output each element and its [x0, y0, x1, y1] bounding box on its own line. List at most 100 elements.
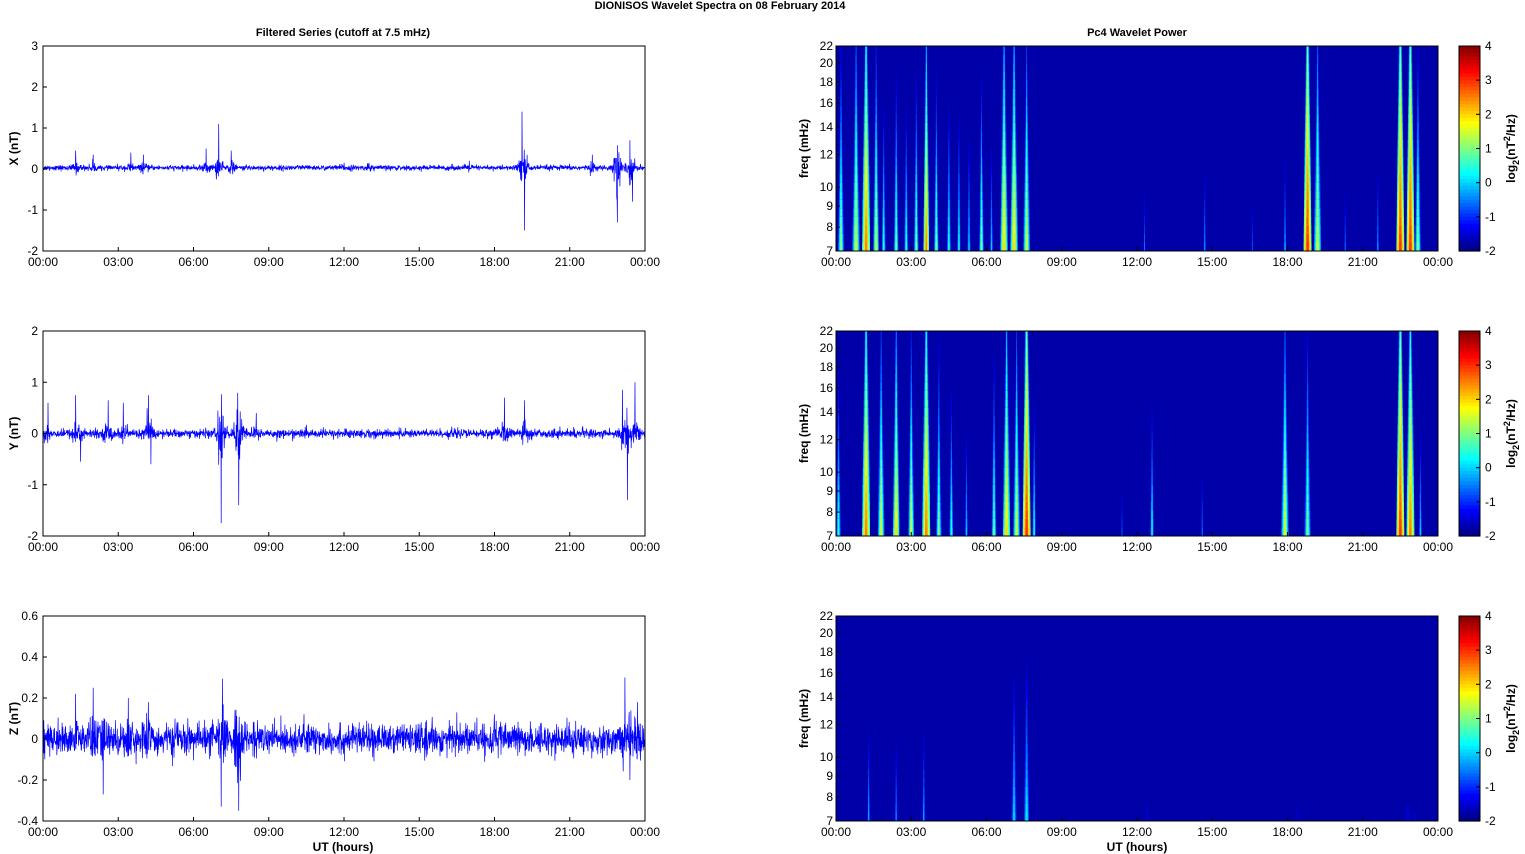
- heatmap-panel-1-cell: [1003, 54, 1005, 64]
- heatmap-panel-2-cell: [1016, 382, 1018, 392]
- heatmap-panel-1-cell: [1013, 191, 1016, 201]
- heatmap-panel-2-cell: [938, 484, 940, 494]
- heatmap-panel-3-cell: [1013, 769, 1016, 779]
- heatmap-panel-1-cell: [1399, 165, 1402, 175]
- heatmap-panel-1-cell: [1003, 140, 1005, 149]
- heatmap-panel-1-cell: [905, 131, 907, 141]
- heatmap-panel-1-cell: [925, 63, 927, 73]
- heatmap-panel-2-cell: [895, 459, 898, 469]
- heatmap-panel-2-cell: [1399, 493, 1402, 503]
- heatmap-panel-2-cell: [865, 373, 867, 383]
- heatmap-panel-3-cell: [1406, 812, 1410, 822]
- heatmap-panel-2-colorbar-cell: [1459, 529, 1480, 534]
- heatmap-panel-1-cell: [895, 216, 897, 226]
- heatmap-panel-3-colorbar-cell: [1459, 677, 1480, 682]
- heatmap-panel-1-cell: [1344, 208, 1346, 218]
- heatmap-panel-1-cell: [1013, 148, 1015, 158]
- heatmap-panel-1-cell: [1399, 80, 1402, 90]
- heatmap-panel-1-cell: [1144, 242, 1145, 252]
- heatmap-panel-1-cell: [1307, 54, 1309, 64]
- heatmap-panel-2-cell: [880, 527, 883, 537]
- heatmap-panel-2-cell: [1399, 390, 1402, 400]
- heatmap-panel-1-cell: [865, 148, 867, 158]
- heatmap-panel-2-cell: [1399, 425, 1402, 434]
- heatmap-panel-2-cell: [925, 493, 928, 503]
- line-panel-1-ytick-label: 3: [31, 39, 38, 53]
- heatmap-panel-1-cell: [1013, 105, 1015, 115]
- heatmap-panel-2-cell: [1121, 527, 1123, 537]
- heatmap-panel-1-cell: [1251, 242, 1253, 252]
- heatmap-panel-2-colorbar-cell: [1459, 409, 1480, 414]
- heatmap-panel-2-colorbar-cell: [1459, 389, 1480, 394]
- heatmap-panel-1-cell: [855, 97, 857, 107]
- heatmap-panel-2-cell: [910, 442, 912, 451]
- heatmap-panel-2-colorbar-cell: [1459, 368, 1480, 373]
- heatmap-panel-2-cell: [925, 399, 928, 409]
- heatmap-panel-1-cell: [1416, 233, 1419, 243]
- heatmap-panel-2-cell: [965, 459, 967, 469]
- heatmap-panel-2-cell: [925, 459, 928, 469]
- heatmap-panel-2-cell: [950, 484, 953, 494]
- heatmap-panel-2-cell: [965, 501, 967, 511]
- heatmap-panel-2-cell: [950, 425, 952, 434]
- heatmap-panel-1-cell: [1012, 242, 1016, 252]
- heatmap-panel-1-cell: [1025, 242, 1028, 252]
- heatmap-panel-1-cell: [895, 88, 897, 98]
- heatmap-panel-2-colorbar-tick-label: 4: [1485, 324, 1492, 338]
- heatmap-panel-2-cell: [1306, 442, 1309, 451]
- line-panel-1-trace: [42, 111, 646, 231]
- heatmap-panel-3-colorbar-cell: [1459, 735, 1480, 740]
- heatmap-panel-1-cell: [1026, 105, 1028, 115]
- heatmap-panel-2-cell: [880, 373, 882, 383]
- heatmap-panel-1-cell: [1399, 54, 1401, 64]
- heatmap-panel-2-cell: [910, 348, 912, 358]
- heatmap-panel-1-cell: [1013, 46, 1015, 55]
- heatmap-panel-1-xtick-label: 12:00: [1122, 255, 1152, 269]
- heatmap-panel-1-cell: [1417, 97, 1419, 107]
- heatmap-panel-1-cell: [875, 97, 877, 107]
- heatmap-panel-2-cell: [1033, 493, 1035, 503]
- heatmap-panel-1-cell: [968, 140, 970, 149]
- heatmap-panel-1-cell: [1025, 208, 1028, 218]
- heatmap-panel-1-cell: [1025, 216, 1028, 226]
- heatmap-panel-3-cell: [868, 735, 870, 745]
- heatmap-panel-2-cell: [1307, 348, 1309, 358]
- heatmap-panel-1-cell: [1013, 114, 1015, 124]
- heatmap-panel-1-cell: [948, 208, 950, 218]
- heatmap-panel-1-cell: [1409, 242, 1412, 252]
- heatmap-panel-1-cell: [1399, 157, 1402, 166]
- heatmap-panel-2-cell: [1284, 348, 1286, 358]
- heatmap-panel-1-cell: [1409, 199, 1412, 209]
- heatmap-panel-1-cell: [865, 199, 868, 209]
- heatmap-panel-3-colorbar-cell: [1459, 769, 1480, 774]
- heatmap-panel-3-colorbar-cell: [1459, 762, 1480, 767]
- heatmap-panel-1-ytick-label: 16: [820, 96, 834, 110]
- heatmap-panel-2-cell: [1025, 390, 1028, 400]
- heatmap-panel-1-cell: [948, 114, 950, 124]
- heatmap-panel-1-cell: [840, 140, 842, 149]
- heatmap-panel-2-cell: [1306, 425, 1309, 434]
- heatmap-panel-2-cell: [1284, 399, 1286, 409]
- heatmap-panel-2-cell: [938, 425, 940, 434]
- heatmap-panel-2-cell: [1025, 365, 1028, 375]
- heatmap-panel-3-xtick-label: 06:00: [971, 825, 1001, 839]
- heatmap-panel-2-cell: [837, 416, 840, 426]
- heatmap-panel-1-cell: [925, 148, 927, 158]
- heatmap-panel-2-cell: [1409, 425, 1412, 434]
- heatmap-panel-2-cell: [895, 416, 897, 426]
- heatmap-panel-1-cell: [1316, 157, 1319, 166]
- heatmap-panel-3-colorbar-cell: [1459, 732, 1480, 737]
- heatmap-panel-1-colorbar-cell: [1459, 162, 1480, 167]
- heatmap-panel-3-colorbar-cell: [1459, 674, 1480, 679]
- heatmap-panel-1-cell: [882, 225, 885, 235]
- heatmap-panel-1-cell: [1013, 216, 1016, 226]
- heatmap-panel-2-cell: [865, 365, 867, 375]
- heatmap-panel-2-colorbar-cell: [1459, 341, 1480, 346]
- heatmap-panel-2-colorbar-label: log2(nT2/Hz): [1502, 399, 1521, 468]
- heatmap-panel-2-cell: [910, 339, 912, 349]
- heatmap-panel-2-cell: [880, 493, 883, 503]
- heatmap-panel-1-ytick-label: 14: [820, 120, 834, 134]
- heatmap-panel-2-cell: [1409, 510, 1412, 520]
- heatmap-panel-3-cell: [1013, 744, 1015, 754]
